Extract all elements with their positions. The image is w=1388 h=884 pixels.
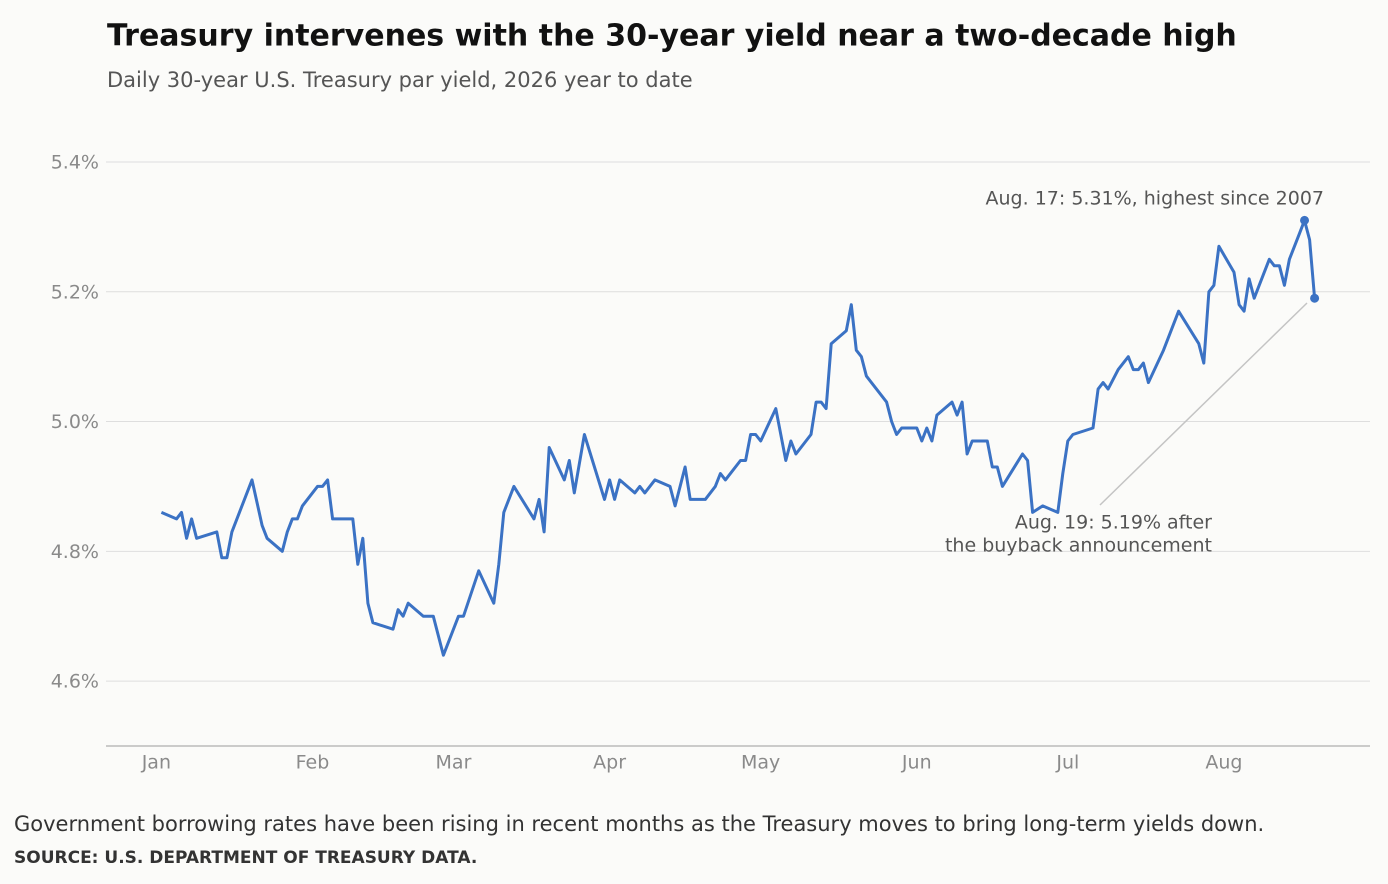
y-tick-label: 5.2% <box>51 281 99 303</box>
annotation: Aug. 19: 5.19% after <box>1015 512 1212 534</box>
y-tick-label: 4.8% <box>51 541 99 563</box>
y-tick-label: 4.6% <box>51 671 99 693</box>
line <box>160 218 1317 657</box>
x-tick-label: Aug <box>1205 752 1242 774</box>
x-tick-label: Jul <box>1055 752 1079 774</box>
annotation: Aug. 17: 5.31%, highest since 2007 <box>986 188 1324 210</box>
x-tick-label: Jan <box>141 752 171 774</box>
x-tick-label: Mar <box>436 752 472 774</box>
chart-subtitle: Daily 30-year U.S. Treasury par yield, 2… <box>107 68 693 92</box>
annotation-leader <box>1099 302 1308 506</box>
chart-title: Treasury intervenes with the 30-year yie… <box>107 19 1237 54</box>
x-tick-label: Apr <box>593 752 626 774</box>
x-tick-label: Feb <box>296 752 330 774</box>
x-tick-label: May <box>741 752 780 774</box>
source: SOURCE: U.S. DEPARTMENT OF TREASURY DATA… <box>14 848 477 868</box>
annotation: the buyback announcement <box>945 535 1212 557</box>
y-tick-label: 5.0% <box>51 411 99 433</box>
x-tick-label: Jun <box>901 752 932 774</box>
caption: Government borrowing rates have been ris… <box>14 812 1264 836</box>
highlight-point <box>1300 215 1310 225</box>
highlight-point <box>1310 293 1320 303</box>
y-tick-label: 5.4% <box>51 151 99 173</box>
